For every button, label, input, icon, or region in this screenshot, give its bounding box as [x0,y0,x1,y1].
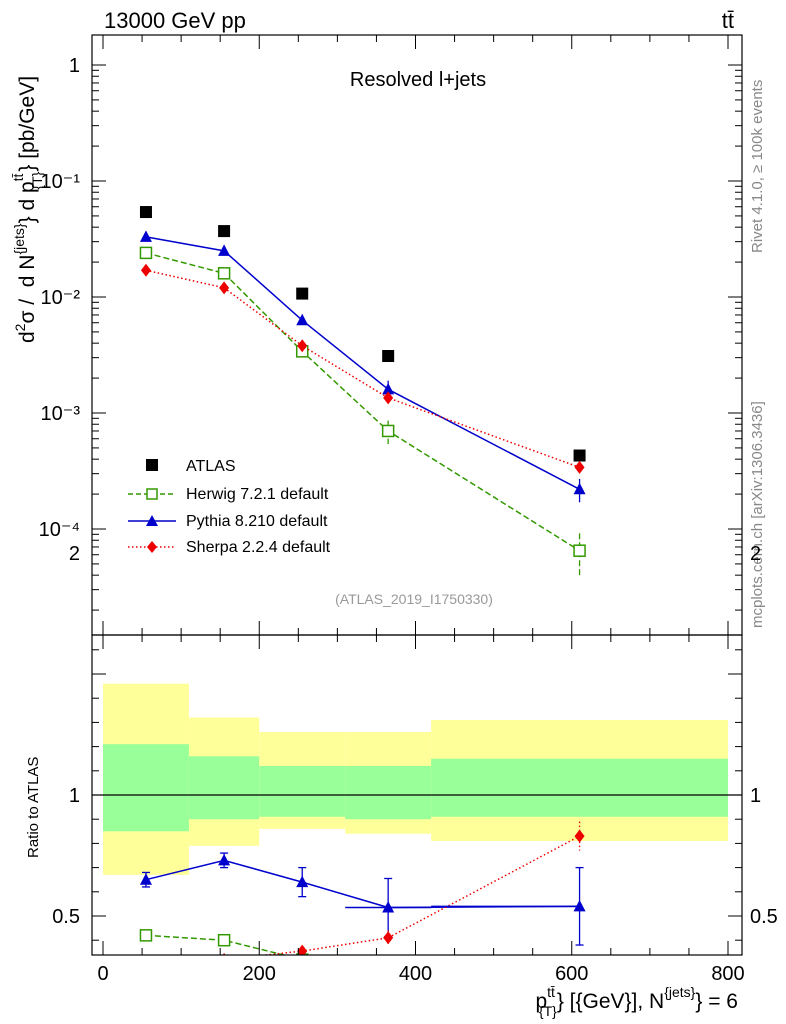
ratio-line-sherpa [259,835,580,955]
main-point-sherpa [140,263,151,277]
legend: ATLAS Herwig 7.2.1 default Pythia 8.210 … [128,458,331,556]
legend-marker-sherpa [147,541,157,553]
analysis-watermark: (ATLAS_2019_I1750330) [335,591,493,607]
main-point-atlas [573,449,586,462]
uncertainty-band-inner [188,756,260,820]
uncertainty-band-inner [259,765,346,817]
main-point-sherpa [574,460,585,474]
ratio-line-pythia [145,859,580,909]
ratio-point-herwig [383,976,394,987]
legend-label-pythia: Pythia 8.210 default [186,513,328,530]
main-point-pythia [382,382,395,395]
main-point-herwig [381,424,395,438]
main-line-herwig [145,252,580,552]
legend-label-atlas: ATLAS [186,458,236,475]
ratio-y-tick-label-right: 0.5 [750,906,778,928]
ratio-point-herwig [217,933,231,947]
main-y-tick-label: 10⁻⁴ [39,519,80,541]
x-tick-label: 600 [555,963,588,985]
x-tick-label: 800 [711,963,744,985]
legend-marker-atlas [146,459,158,471]
ratio-point-pythia [218,853,231,866]
main-point-sherpa [297,339,308,353]
ratio-y-tick-label: 2 [69,543,80,565]
ratio-point-herwig [295,953,309,955]
legend-label-sherpa: Sherpa 2.2.4 default [186,539,331,556]
legend-marker-herwig [146,488,158,500]
main-point-pythia [139,230,152,242]
axes-group: 1 10⁻¹ 10⁻² 10⁻³ 10⁻⁴ 0 200 400 600 800 0.5 0.5 1 1 2 2 [39,34,778,985]
main-point-atlas [382,350,395,363]
rivet-label: Rivet 4.1.0, ≥ 100k events [749,80,766,253]
legend-label-herwig: Herwig 7.2.1 default [186,486,329,503]
ratio-point-pythia [139,873,152,885]
ratio-point-pythia [296,875,309,888]
ratio-series-group [139,821,586,987]
ratio-point-sherpa [574,829,585,843]
legend-marker-pythia [146,515,158,526]
main-y-tick-label: 1 [69,55,80,77]
main-y-tick-label: 10⁻¹ [41,171,81,193]
main-y-axis-label: d2σ / d N{jets}} d ptt̄ {T}} [pb/GeV] [10,76,45,343]
energy-label: 13000 GeV pp [104,8,246,33]
ratio-point-sherpa [383,931,394,945]
ratio-y-tick-label-right: 1 [750,785,761,807]
main-point-pythia [218,244,231,256]
ratio-y-tick-label-right: 2 [750,543,761,565]
main-point-atlas [296,287,309,300]
ratio-y-tick-label: 1 [69,785,80,807]
panel-title: Resolved l+jets [350,69,486,91]
ratio-bands [92,683,742,875]
ratio-point-sherpa [141,955,151,968]
process-label: tt̄ [722,8,734,33]
x-tick-label: 0 [97,963,108,985]
main-point-herwig [139,246,153,260]
uncertainty-band-inner [103,744,189,832]
main-line-pythia [145,236,580,490]
ratio-line-herwig [145,934,287,955]
ratio-point-sherpa [297,944,308,955]
uncertainty-band-inner [431,758,728,817]
main-y-tick-label: 10⁻³ [41,403,81,425]
ratio-y-tick-label: 0.5 [52,906,80,928]
ratio-point-herwig [139,929,153,942]
main-point-pythia [296,313,309,326]
x-axis-label: ptt̄ {T}} [{GeV}], N{jets}} = 6 [535,984,738,1019]
x-tick-label: 400 [399,963,432,985]
mcplots-label: mcplots.cern.ch [arXiv:1306.3436] [749,401,766,628]
main-point-pythia [573,482,586,495]
main-point-herwig [217,267,231,280]
ratio-y-axis-label: Ratio to ATLAS [25,757,42,858]
main-y-tick-label: 10⁻² [41,287,81,309]
main-point-atlas [218,225,231,238]
main-point-atlas [139,206,152,219]
main-point-herwig [573,544,586,557]
uncertainty-band-inner [345,765,432,820]
main-series-group [139,206,586,578]
main-point-sherpa [219,281,230,295]
x-tick-label: 200 [243,963,276,985]
main-point-sherpa [383,391,394,405]
